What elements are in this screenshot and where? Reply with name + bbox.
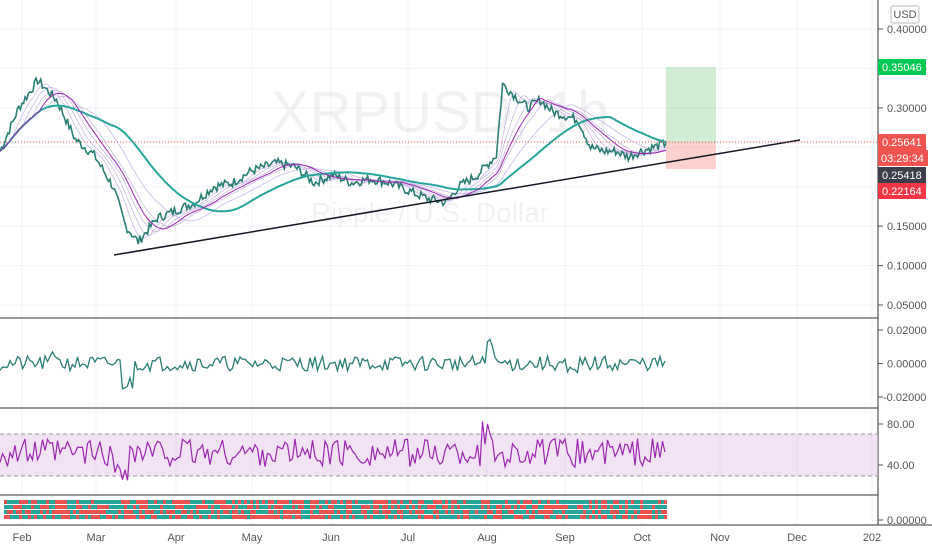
time-axis[interactable]: Feb Mar Apr May Jun Jul Aug Sep Oct Nov Dec 202 xyxy=(13,532,882,544)
rsi-axis-tick: 40.00 xyxy=(887,460,915,472)
time-axis-label: Apr xyxy=(167,532,184,544)
oscillator-axis[interactable]: 0.02000 0.00000 -0.02000 xyxy=(878,325,927,404)
volume-axis-tick: 0.00000 xyxy=(887,515,927,527)
rsi-series xyxy=(0,421,666,481)
last-price-badge: 0.25641 xyxy=(878,134,926,150)
volume-strip xyxy=(4,500,667,519)
price-axis-tick: 0.15000 xyxy=(887,221,927,233)
time-axis-label: Sep xyxy=(555,532,575,544)
currency-button[interactable]: USD xyxy=(890,5,920,24)
time-axis-label: Dec xyxy=(787,532,807,544)
svg-text:0.22164: 0.22164 xyxy=(882,186,922,198)
slow-moving-average xyxy=(0,104,667,213)
time-axis-label: Jun xyxy=(322,532,340,544)
currency-label: USD xyxy=(893,9,916,21)
price-axis-tick: 0.40000 xyxy=(887,24,927,36)
oscillator-axis-tick: 0.02000 xyxy=(887,325,927,337)
price-axis-tick: 0.05000 xyxy=(887,300,927,312)
rsi-band xyxy=(0,434,878,476)
time-axis-label: Nov xyxy=(710,532,730,544)
svg-text:03:29:34: 03:29:34 xyxy=(881,153,924,165)
svg-text:0.35046: 0.35046 xyxy=(882,62,922,74)
time-axis-label: May xyxy=(242,532,263,544)
volume-axis[interactable]: 0.00000 xyxy=(878,515,927,527)
rsi-axis-tick: 80.00 xyxy=(887,419,915,431)
support-trendline[interactable] xyxy=(113,139,801,256)
time-axis-label: Feb xyxy=(13,532,32,544)
oscillator-axis-tick: -0.02000 xyxy=(883,392,926,404)
current-price-badge: 0.25418 xyxy=(878,167,926,183)
rsi-axis[interactable]: 80.00 40.00 xyxy=(878,419,915,472)
svg-text:0.25418: 0.25418 xyxy=(882,170,922,182)
time-axis-label: Oct xyxy=(633,532,650,544)
oscillator-axis-tick: 0.00000 xyxy=(887,359,927,371)
svg-text:0.25641: 0.25641 xyxy=(882,137,922,149)
stop-price-badge: 0.22164 xyxy=(878,183,926,199)
purple-moving-average xyxy=(0,92,667,230)
time-axis-label: Aug xyxy=(477,532,497,544)
time-axis-label: Jul xyxy=(401,532,415,544)
price-axis-tick: 0.10000 xyxy=(887,261,927,273)
target-zone[interactable] xyxy=(666,67,716,142)
time-axis-label: 202 xyxy=(863,532,881,544)
time-axis-label: Mar xyxy=(87,532,106,544)
countdown-badge: 03:29:34 xyxy=(878,150,928,166)
price-axis-tick: 0.30000 xyxy=(887,103,927,115)
oscillator-series xyxy=(0,338,666,390)
target-price-badge: 0.35046 xyxy=(878,59,926,75)
